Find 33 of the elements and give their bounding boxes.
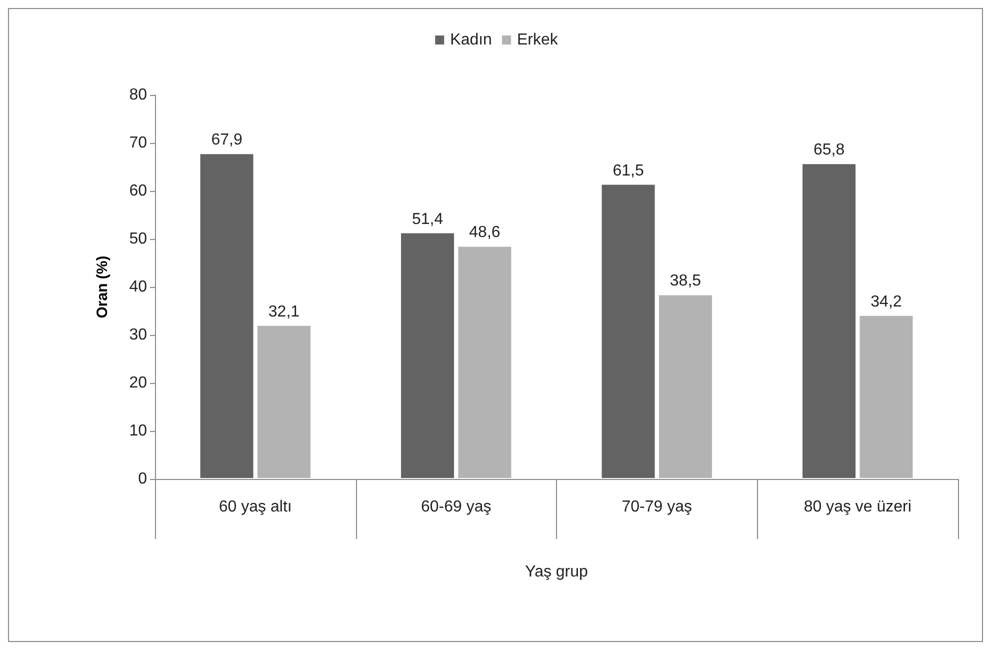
y-axis-title: Oran (%) [94, 256, 111, 318]
x-axis-title: Yaş grup [525, 564, 588, 580]
y-tick-label: 30 [129, 326, 148, 344]
data-label: 48,6 [469, 224, 500, 242]
data-label: 38,5 [670, 272, 702, 290]
bar [400, 232, 456, 479]
bar [658, 294, 713, 479]
y-tick-label: 80 [129, 86, 148, 104]
bar [457, 246, 512, 479]
legend-label: Kadın [450, 32, 492, 48]
bar [802, 163, 857, 479]
legend-label: Erkek [516, 32, 559, 48]
data-label: 67,9 [211, 132, 242, 149]
data-label: 32,1 [268, 303, 300, 320]
bar [199, 153, 254, 479]
y-tick-label: 0 [138, 470, 148, 488]
y-tick-label: 20 [129, 374, 148, 392]
bar [858, 314, 914, 479]
y-tick-label: 40 [129, 278, 148, 296]
data-label: 61,5 [612, 162, 644, 180]
x-tick-label: 70-79 yaş [622, 498, 692, 516]
y-tick-label: 60 [129, 182, 148, 200]
data-label: 65,8 [813, 142, 845, 159]
y-tick-label: 10 [129, 422, 148, 440]
bar [600, 184, 656, 479]
x-tick-label: 60 yaş altı [218, 498, 292, 516]
data-label: 51,4 [412, 210, 444, 228]
bar [256, 324, 312, 479]
x-tick-label: 60-69 yaş [420, 498, 492, 516]
y-tick-label: 70 [129, 134, 148, 152]
data-label: 34,2 [870, 293, 902, 310]
y-tick-label: 50 [129, 230, 148, 248]
x-tick-label: 80 yaş ve üzeri [804, 498, 912, 516]
